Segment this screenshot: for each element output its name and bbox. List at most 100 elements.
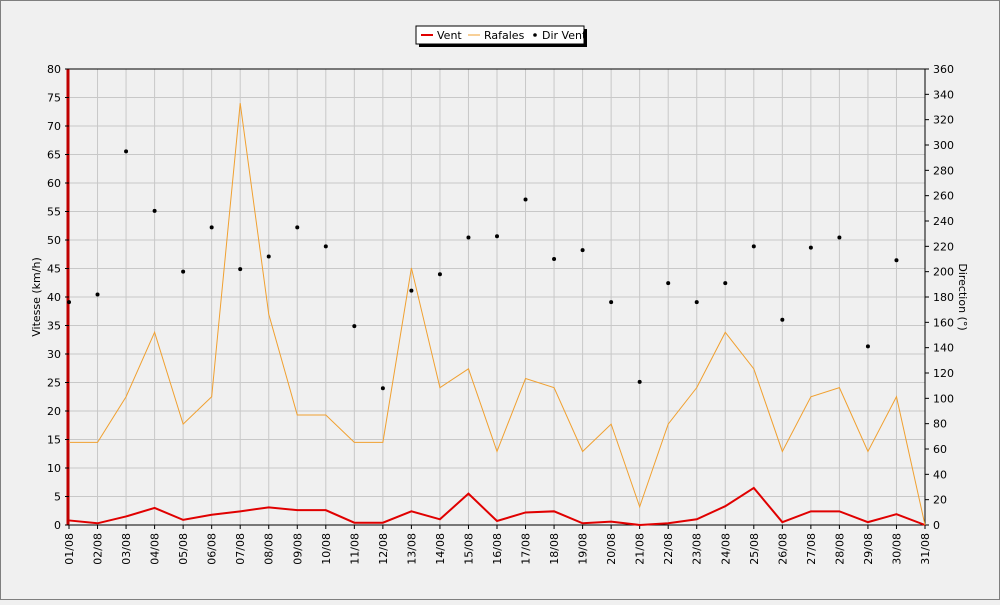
- x-tick-label: 09/08: [291, 533, 304, 565]
- x-tick-label: 30/08: [890, 533, 903, 565]
- y-tick-label: 50: [47, 234, 61, 247]
- y-tick-label: 65: [47, 149, 61, 162]
- y2-tick-label: 140: [933, 342, 954, 355]
- y2-tick-label: 320: [933, 114, 954, 127]
- x-tick-label: 21/08: [634, 533, 647, 565]
- x-tick-label: 25/08: [748, 533, 761, 565]
- legend-dir-vent-label: Dir Vent: [542, 29, 587, 42]
- y2-tick-label: 0: [933, 519, 940, 532]
- series-dir-vent-point: [124, 149, 129, 154]
- y2-tick-label: 360: [933, 63, 954, 76]
- y-tick-label: 80: [47, 63, 61, 76]
- series-dir-vent-point: [637, 379, 642, 384]
- series-dir-vent-point: [409, 288, 414, 293]
- y2-tick-label: 120: [933, 367, 954, 380]
- series-dir-vent-point: [865, 344, 870, 349]
- y2-tick-label: 200: [933, 266, 954, 279]
- y2-tick-label: 20: [933, 494, 947, 507]
- x-tick-label: 03/08: [120, 533, 133, 565]
- legend-vent-label: Vent: [437, 29, 462, 42]
- y-tick-label: 10: [47, 462, 61, 475]
- x-tick-label: 14/08: [434, 533, 447, 565]
- series-dir-vent-point: [380, 386, 385, 391]
- x-tick-label: 10/08: [320, 533, 333, 565]
- series-dir-vent-point: [552, 257, 557, 261]
- y2-tick-label: 180: [933, 291, 954, 304]
- y-tick-label: 30: [47, 348, 61, 361]
- x-tick-label: 17/08: [520, 533, 533, 565]
- legend-rafales-label: Rafales: [484, 29, 525, 42]
- x-tick-label: 13/08: [405, 533, 418, 565]
- y2-tick-label: 280: [933, 164, 954, 177]
- series-dir-vent-point: [323, 244, 328, 249]
- y-axis-label: Vitesse (km/h): [30, 257, 43, 337]
- series-dir-vent-point: [837, 235, 842, 240]
- y2-tick-label: 340: [933, 88, 954, 101]
- y-tick-label: 45: [47, 263, 61, 276]
- series-rafales-line: [69, 103, 926, 526]
- y-tick-label: 40: [47, 291, 61, 304]
- series-dir-vent-point: [295, 225, 300, 230]
- y-tick-label: 20: [47, 405, 61, 418]
- y2-tick-label: 80: [933, 418, 947, 431]
- series-dir-vent-point: [466, 235, 471, 240]
- y-tick-label: 60: [47, 177, 61, 190]
- y-tick-label: 25: [47, 377, 61, 390]
- y2-tick-label: 60: [933, 443, 947, 456]
- y2-tick-label: 160: [933, 316, 954, 329]
- y2-tick-label: 260: [933, 190, 954, 203]
- series-dir-vent-point: [751, 244, 756, 249]
- x-tick-label: 20/08: [605, 533, 618, 565]
- legend: Vent Rafales Dir Vent: [415, 25, 587, 47]
- x-tick-label: 16/08: [491, 533, 504, 565]
- x-tick-label: 24/08: [719, 533, 732, 565]
- series-dir-vent-point: [495, 234, 499, 239]
- series-dir-vent-point: [152, 208, 157, 213]
- x-tick-label: 07/08: [234, 533, 247, 565]
- y-tick-label: 5: [54, 491, 61, 504]
- series-dir-vent-point: [894, 258, 899, 263]
- series-dir-vent-point: [238, 267, 243, 272]
- series-dir-vent-point: [437, 272, 442, 277]
- y2-tick-label: 220: [933, 240, 954, 253]
- series-vent-line: [68, 486, 926, 527]
- x-tick-label: 26/08: [776, 533, 789, 565]
- x-tick-label: 04/08: [149, 533, 162, 565]
- y-tick-label: 35: [47, 320, 61, 333]
- y-tick-label: 0: [54, 519, 61, 532]
- x-tick-label: 05/08: [177, 533, 190, 565]
- series-dir-vent-point: [266, 254, 271, 259]
- x-tick-label: 29/08: [862, 533, 875, 565]
- x-tick-label: 12/08: [377, 533, 390, 565]
- series-dir-vent-point: [352, 324, 357, 329]
- series-dir-vent-point: [609, 300, 614, 305]
- y-tick-label: 15: [47, 434, 61, 447]
- y2-tick-label: 100: [933, 392, 954, 405]
- x-tick-label: 31/08: [919, 533, 932, 565]
- series-dir-vent-point: [181, 269, 186, 274]
- series-dir-vent-point: [580, 248, 585, 253]
- y2-axis-label: Direction (°): [956, 263, 969, 330]
- x-tick-label: 08/08: [263, 533, 276, 565]
- x-tick-label: 02/08: [92, 533, 105, 565]
- x-tick-label: 15/08: [462, 533, 475, 565]
- x-tick-label: 28/08: [833, 533, 846, 565]
- series-dir-vent-point: [67, 300, 71, 305]
- y2-tick-label: 40: [933, 468, 947, 481]
- x-tick-label: 18/08: [548, 533, 561, 565]
- x-tick-label: 11/08: [348, 533, 361, 565]
- x-tick-label: 22/08: [662, 533, 675, 565]
- y-tick-label: 75: [47, 92, 61, 105]
- series-dir-vent-point: [808, 245, 813, 250]
- x-tick-label: 27/08: [805, 533, 818, 565]
- series-dir-vent-point: [694, 300, 699, 305]
- y2-tick-label: 240: [933, 215, 954, 228]
- legend-dir-vent-marker: [533, 33, 537, 37]
- series-dir-vent-point: [95, 292, 100, 297]
- series-dir-vent-point: [780, 317, 785, 322]
- x-tick-label: 19/08: [577, 533, 590, 565]
- series-dir-vent-point: [209, 225, 214, 230]
- series-dir-vent-point: [723, 281, 728, 286]
